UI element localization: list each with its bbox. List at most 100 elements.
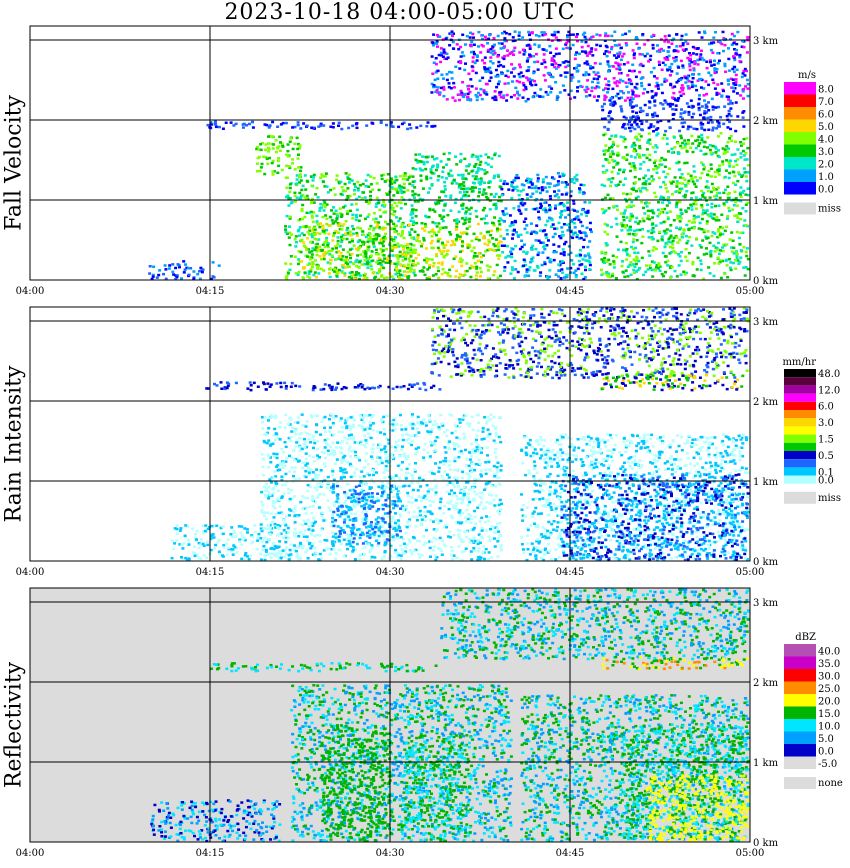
rain-intensity-echo-cell xyxy=(334,415,338,418)
fall-velocity-echo-cell xyxy=(523,260,527,263)
fall-velocity-echo-cell xyxy=(673,85,677,88)
fall-velocity-echo-cell xyxy=(580,40,584,43)
fall-velocity-colorbar-swatch xyxy=(784,132,816,145)
fall-velocity-echo-cell xyxy=(590,47,594,50)
fall-velocity-echo-cell xyxy=(718,196,722,200)
fall-velocity-echo-cell xyxy=(384,220,387,224)
fall-velocity-echo-cell xyxy=(687,105,691,108)
fall-velocity-echo-cell xyxy=(647,236,651,239)
fall-velocity-echo-cell xyxy=(487,186,491,189)
fall-velocity-echo-cell xyxy=(380,274,384,277)
fall-velocity-echo-cell xyxy=(663,232,667,235)
rain-intensity-echo-cell xyxy=(419,499,423,502)
fall-velocity-echo-cell xyxy=(441,226,445,229)
fall-velocity-echo-cell xyxy=(522,84,526,87)
rain-intensity-echo-cell xyxy=(293,466,297,469)
fall-velocity-echo-cell xyxy=(718,59,721,62)
fall-velocity-echo-cell xyxy=(299,169,302,173)
fall-velocity-echo-cell xyxy=(556,30,560,34)
fall-velocity-echo-cell xyxy=(505,229,509,232)
fall-velocity-echo-cell xyxy=(638,53,642,56)
fall-velocity-echo-cell xyxy=(299,127,303,130)
fall-velocity-echo-cell xyxy=(437,53,441,57)
fall-velocity-echo-cell xyxy=(436,166,440,169)
fall-velocity-echo-cell xyxy=(555,227,559,230)
fall-velocity-echo-cell xyxy=(470,50,473,54)
rain-intensity-echo-cell xyxy=(469,442,473,446)
fall-velocity-echo-cell xyxy=(635,239,639,242)
fall-velocity-echo-cell xyxy=(630,200,634,204)
fall-velocity-echo-cell xyxy=(358,274,362,277)
fall-velocity-echo-cell xyxy=(697,31,701,34)
fall-velocity-echo-cell xyxy=(484,222,488,225)
fall-velocity-echo-cell xyxy=(647,250,651,253)
fall-velocity-echo-cell xyxy=(474,277,478,281)
fall-velocity-echo-cell xyxy=(381,228,385,231)
fall-velocity-echo-cell xyxy=(498,185,502,188)
fall-velocity-echo-cell xyxy=(663,207,667,211)
fall-velocity-echo-cell xyxy=(402,264,406,267)
fall-velocity-echo-cell xyxy=(575,179,579,182)
fall-velocity-echo-cell xyxy=(711,78,715,81)
fall-velocity-echo-cell xyxy=(574,53,578,56)
fall-velocity-echo-cell xyxy=(635,42,639,45)
rain-intensity-echo-cell xyxy=(482,507,485,511)
fall-velocity-echo-cell xyxy=(435,253,438,256)
fall-velocity-echo-cell xyxy=(600,183,604,187)
rain-intensity-echo-cell xyxy=(243,554,247,557)
fall-velocity-echo-cell xyxy=(150,277,154,281)
fall-velocity-echo-cell xyxy=(539,229,542,232)
fall-velocity-echo-cell xyxy=(663,56,667,60)
fall-velocity-echo-cell xyxy=(553,190,556,193)
rain-intensity-echo-cell xyxy=(364,483,368,486)
fall-velocity-echo-cell xyxy=(641,235,645,238)
fall-velocity-echo-cell xyxy=(377,221,381,224)
fall-velocity-echo-cell xyxy=(501,210,505,213)
fall-velocity-echo-cell xyxy=(411,190,415,193)
fall-velocity-echo-cell xyxy=(650,236,654,239)
fall-velocity-echo-cell xyxy=(277,164,281,168)
fall-velocity-echo-cell xyxy=(357,265,361,269)
fall-velocity-echo-cell xyxy=(229,121,233,124)
fall-velocity-echo-cell xyxy=(681,176,685,180)
fall-velocity-echo-cell xyxy=(709,167,713,170)
fall-velocity-echo-cell xyxy=(528,55,532,59)
fall-velocity-echo-cell xyxy=(658,230,662,234)
fall-velocity-echo-cell xyxy=(184,263,187,266)
rain-intensity-echo-cell xyxy=(170,539,174,543)
rain-intensity-echo-cell xyxy=(407,438,410,441)
fall-velocity-echo-cell xyxy=(499,179,503,182)
fall-velocity-echo-cell xyxy=(618,63,622,66)
fall-velocity-echo-cell xyxy=(552,177,556,181)
rain-intensity-echo-cell xyxy=(202,529,206,533)
rain-intensity-echo-cell xyxy=(358,475,362,479)
fall-velocity-echo-cell xyxy=(307,270,311,273)
fall-velocity-echo-cell xyxy=(318,209,322,212)
fall-velocity-echo-cell xyxy=(647,201,651,205)
fall-velocity-echo-cell xyxy=(723,148,727,151)
fall-velocity-echo-cell xyxy=(404,256,408,259)
fall-velocity-echo-cell xyxy=(686,42,690,45)
fall-velocity-echo-cell xyxy=(192,270,196,273)
fall-velocity-echo-cell xyxy=(462,187,466,191)
fall-velocity-echo-cell xyxy=(693,60,697,63)
rain-intensity-echo-cell xyxy=(470,467,473,470)
fall-velocity-echo-cell xyxy=(401,245,405,248)
rain-intensity-echo-cell xyxy=(225,553,229,557)
fall-velocity-echo-cell xyxy=(303,271,307,274)
fall-velocity-echo-cell xyxy=(466,246,470,250)
fall-velocity-echo-cell xyxy=(482,188,486,191)
fall-velocity-echo-cell xyxy=(716,62,720,65)
rain-intensity-echo-cell xyxy=(183,534,187,537)
fall-velocity-echo-cell xyxy=(741,116,745,119)
fall-velocity-echo-cell xyxy=(662,220,666,224)
fall-velocity-echo-cell xyxy=(397,201,401,204)
fall-velocity-echo-cell xyxy=(435,254,439,258)
fall-velocity-echo-cell xyxy=(654,195,658,198)
fall-velocity-echo-cell xyxy=(440,263,444,266)
fall-velocity-echo-cell xyxy=(627,81,631,85)
fall-velocity-echo-cell xyxy=(399,201,403,205)
fall-velocity-echo-cell xyxy=(732,252,736,255)
fall-velocity-echo-cell xyxy=(528,47,532,50)
rain-intensity-echo-cell xyxy=(474,440,478,444)
